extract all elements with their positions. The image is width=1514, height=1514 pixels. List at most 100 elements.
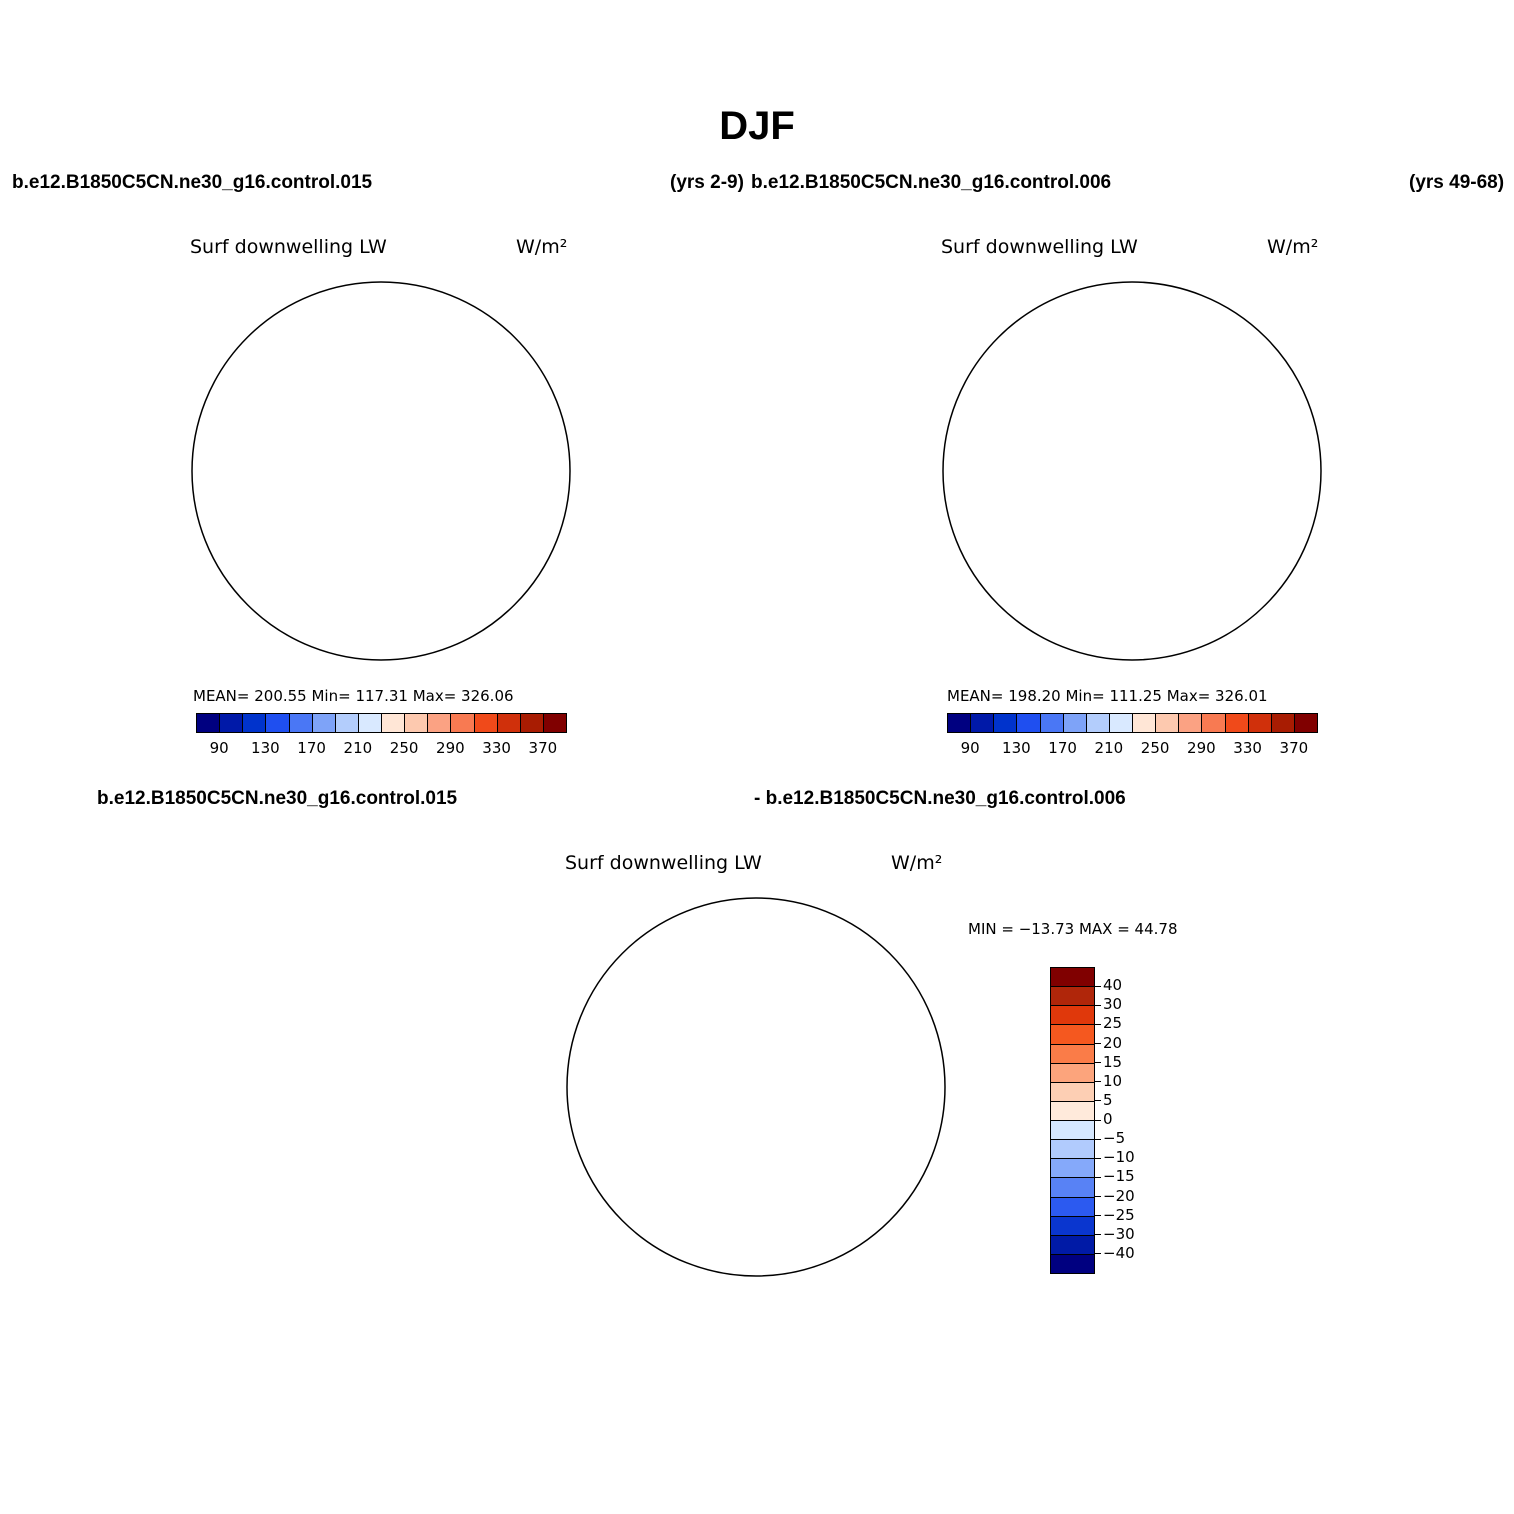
top-right-colorbar-label: 130 xyxy=(1002,739,1031,757)
top-right-colorbar-label: 290 xyxy=(1187,739,1216,757)
top-right-colorbar-label: 370 xyxy=(1279,739,1309,757)
difference-colorbar-cell xyxy=(1050,1196,1095,1217)
top-right-colorbar-cell xyxy=(1155,713,1180,733)
top-left-map xyxy=(191,281,571,661)
top-left-colorbar-cell xyxy=(288,713,313,733)
difference-colorbar-cell xyxy=(1050,967,1095,988)
difference-colorbar-tick xyxy=(1095,1234,1101,1236)
difference-colorbar-tick xyxy=(1095,1215,1101,1217)
difference-colorbar-label: −30 xyxy=(1103,1224,1135,1243)
top-left-colorbar-cell xyxy=(404,713,429,733)
top-right-colorbar-cell xyxy=(1108,713,1133,733)
difference-colorbar-cell xyxy=(1050,1234,1095,1255)
top-left-colorbar-cell xyxy=(519,713,544,733)
difference-colorbar-label: −25 xyxy=(1103,1205,1135,1224)
top-left-variable: Surf downwelling LW xyxy=(190,236,387,258)
top-right-colorbar-cell xyxy=(970,713,995,733)
difference-colorbar-cell xyxy=(1050,1158,1095,1179)
difference-colorbar-cell xyxy=(1050,1139,1095,1160)
difference-colorbar-label: 25 xyxy=(1103,1014,1123,1033)
top-right-colorbar-label: 170 xyxy=(1048,739,1077,757)
difference-colorbar-label: 10 xyxy=(1103,1071,1123,1090)
top-left-colorbar-label: 290 xyxy=(436,739,465,757)
difference-colorbar-labels: 40 30 25 20 15 10 5 0 −5 −10 −15 −20 −25 −30 −40 xyxy=(1095,967,1155,1273)
top-left-colorbar-cell xyxy=(427,713,452,733)
top-left-colorbar-cell xyxy=(450,713,475,733)
top-right-map xyxy=(942,281,1322,661)
difference-case-b: - b.e12.B1850C5CN.ne30_g16.control.006 xyxy=(754,788,1126,809)
difference-colorbar-label: −15 xyxy=(1103,1167,1135,1186)
top-right-colorbar-label: 330 xyxy=(1233,739,1262,757)
difference-colorbar-label: 15 xyxy=(1103,1052,1123,1071)
top-left-colorbar-label: 250 xyxy=(389,739,419,757)
difference-colorbar-tick xyxy=(1095,985,1101,987)
difference-colorbar-label: 30 xyxy=(1103,995,1123,1014)
difference-colorbar-cell xyxy=(1050,1024,1095,1045)
difference-colorbar-label: 20 xyxy=(1103,1033,1123,1052)
difference-colorbar-cell xyxy=(1050,1043,1095,1064)
top-left-units: W/m² xyxy=(516,236,568,258)
top-right-colorbar xyxy=(947,713,1318,733)
top-right-colorbar-cell xyxy=(1062,713,1087,733)
top-left-colorbar-cell xyxy=(196,713,221,733)
difference-colorbar-cell xyxy=(1050,1100,1095,1121)
top-left-colorbar-label: 170 xyxy=(297,739,326,757)
difference-colorbar-tick xyxy=(1095,1253,1101,1255)
difference-colorbar-tick xyxy=(1095,1081,1101,1083)
difference-colorbar-tick xyxy=(1095,1023,1101,1025)
figure-title: DJF xyxy=(719,104,795,148)
top-left-colorbar-cell xyxy=(496,713,521,733)
difference-stats: MIN = −13.73 MAX = 44.78 xyxy=(968,920,1178,938)
difference-colorbar-tick xyxy=(1095,1100,1101,1102)
difference-colorbar-tick xyxy=(1095,1119,1101,1121)
difference-colorbar-cell xyxy=(1050,1215,1095,1236)
difference-map xyxy=(566,897,946,1277)
top-right-years: (yrs 49-68) xyxy=(1409,172,1505,193)
top-right-variable: Surf downwelling LW xyxy=(941,236,1138,258)
difference-colorbar-cell xyxy=(1050,1177,1095,1198)
top-right-colorbar-cell xyxy=(947,713,972,733)
top-right-colorbar-cell xyxy=(1247,713,1272,733)
top-right-colorbar-label: 250 xyxy=(1140,739,1170,757)
difference-colorbar-tick xyxy=(1095,1138,1101,1140)
difference-colorbar-cell xyxy=(1050,1120,1095,1141)
top-left-colorbar-label: 90 xyxy=(209,739,229,757)
difference-colorbar-label: 5 xyxy=(1103,1090,1113,1109)
top-left-stats: MEAN= 200.55 Min= 117.31 Max= 326.06 xyxy=(193,687,514,705)
top-left-colorbar-cell xyxy=(473,713,498,733)
top-left-years: (yrs 2-9) xyxy=(670,172,744,193)
difference-colorbar-tick xyxy=(1095,1043,1101,1044)
top-right-case-label: b.e12.B1850C5CN.ne30_g16.control.006 xyxy=(751,172,1112,193)
top-left-colorbar-cell xyxy=(265,713,290,733)
difference-colorbar-tick xyxy=(1095,1004,1101,1006)
difference-case-a: b.e12.B1850C5CN.ne30_g16.control.015 xyxy=(97,788,458,809)
top-right-colorbar-label: 90 xyxy=(960,739,980,757)
top-right-colorbar-cell xyxy=(993,713,1018,733)
difference-units: W/m² xyxy=(891,852,943,874)
top-right-colorbar-cell xyxy=(1293,713,1318,733)
top-right-colorbar-cell xyxy=(1085,713,1110,733)
difference-colorbar-tick xyxy=(1095,1176,1101,1178)
difference-colorbar-tick xyxy=(1095,1196,1101,1197)
difference-colorbar-cell xyxy=(1050,1253,1095,1274)
top-left-colorbar-cell xyxy=(219,713,244,733)
difference-colorbar-label: −10 xyxy=(1103,1148,1135,1167)
difference-colorbar-label: 0 xyxy=(1103,1110,1113,1128)
top-left-colorbar-label: 210 xyxy=(343,739,373,757)
difference-colorbar-label: 40 xyxy=(1103,976,1123,995)
difference-colorbar-label: −40 xyxy=(1103,1243,1135,1262)
top-right-colorbar-label: 210 xyxy=(1094,739,1124,757)
top-right-colorbar-cell xyxy=(1132,713,1157,733)
difference-colorbar-tick xyxy=(1095,1062,1101,1064)
top-left-colorbar-cell xyxy=(357,713,382,733)
top-right-colorbar-cell xyxy=(1270,713,1295,733)
top-right-colorbar-cell xyxy=(1039,713,1064,733)
difference-colorbar xyxy=(1050,967,1095,1274)
top-left-colorbar-cell xyxy=(381,713,406,733)
top-right-colorbar-cell xyxy=(1016,713,1041,733)
difference-colorbar-label: −5 xyxy=(1103,1129,1126,1148)
top-left-colorbar xyxy=(196,713,567,733)
top-right-colorbar-cell xyxy=(1201,713,1226,733)
top-right-colorbar-cell xyxy=(1224,713,1249,733)
